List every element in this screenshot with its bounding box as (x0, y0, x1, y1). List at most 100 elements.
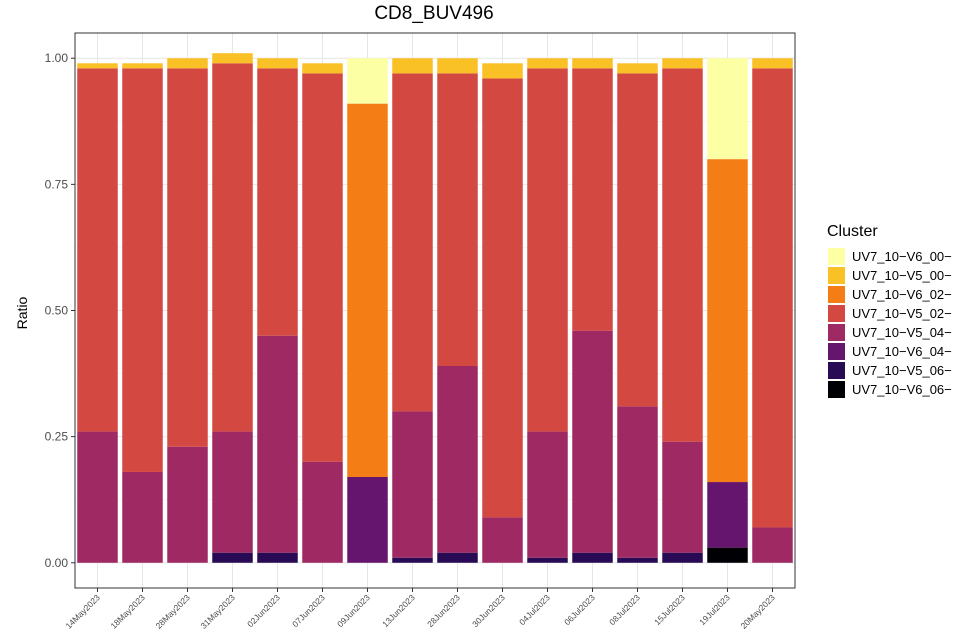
bar-segment (617, 406, 658, 558)
bar-segment (707, 482, 748, 548)
bar-segment (707, 547, 748, 563)
bar-segment (302, 461, 343, 563)
bar-segment (122, 68, 163, 472)
legend-key (828, 305, 845, 322)
legend-key (828, 248, 845, 265)
bar-segment (167, 58, 208, 69)
x-tick-label: 28Jun2023 (425, 592, 462, 629)
legend-label: UV7_10−V6_02− (852, 287, 952, 302)
bar-segment (662, 68, 703, 442)
y-tick-label: 1.00 (45, 51, 69, 65)
bar-segment (662, 441, 703, 553)
x-tick-label: 14May2023 (63, 592, 102, 631)
bar-segment (527, 68, 568, 432)
x-tick-label: 20May2023 (738, 592, 777, 631)
x-tick-label: 28May2023 (153, 592, 192, 631)
bar-segment (302, 63, 343, 74)
bar-segment (257, 58, 298, 69)
bar-segment (662, 58, 703, 69)
bar-segment (437, 58, 478, 74)
x-tick-label: 06Jul2023 (562, 592, 597, 627)
bar-segment (527, 431, 568, 558)
bar-segment (752, 58, 793, 69)
bar-segment (212, 552, 253, 563)
bar-segment (347, 103, 388, 478)
x-tick-label: 15Jul2023 (652, 592, 687, 627)
bar-segment (527, 557, 568, 563)
legend-key (828, 381, 845, 398)
chart-title: CD8_BUV496 (374, 3, 493, 24)
bar-segment (77, 68, 118, 432)
bar-segment (482, 517, 523, 563)
legend-label: UV7_10−V5_06− (852, 363, 952, 378)
bar-segment (392, 58, 433, 74)
bar-segment (257, 552, 298, 563)
bar-segment (617, 63, 658, 74)
bar-segment (707, 58, 748, 160)
bar-segment (572, 58, 613, 69)
legend-key (828, 343, 845, 360)
legend-label: UV7_10−V6_06− (852, 382, 952, 397)
bar-segment (122, 471, 163, 563)
legend-key (828, 362, 845, 379)
bar-segment (437, 552, 478, 563)
bar-segment (392, 557, 433, 563)
bar-segment (572, 68, 613, 331)
x-tick-label: 09Jun2023 (335, 592, 372, 629)
x-tick-label: 08Jul2023 (607, 592, 642, 627)
bar-segment (572, 330, 613, 553)
x-tick-label: 18May2023 (108, 592, 147, 631)
bar-segment (482, 78, 523, 518)
legend-key (828, 324, 845, 341)
x-tick-label: 31May2023 (198, 592, 237, 631)
legend-label: UV7_10−V6_04− (852, 344, 952, 359)
bar-segment (482, 63, 523, 79)
legend: UV7_10−V6_00− UV7_10−V5_00− UV7_10−V6_02− U… (828, 248, 952, 398)
y-axis-label: Ratio (14, 296, 30, 329)
bar-segment (527, 58, 568, 69)
legend-label: UV7_10−V5_04− (852, 325, 952, 340)
bar-segment (392, 411, 433, 558)
legend-label: UV7_10−V5_02− (852, 306, 952, 321)
bar-segment (122, 63, 163, 69)
legend-key (828, 267, 845, 284)
legend-key (828, 286, 845, 303)
bar-segment (212, 431, 253, 553)
bar-segment (752, 68, 793, 528)
bar-segment (617, 557, 658, 563)
bar-segment (572, 552, 613, 563)
bar-segment (662, 552, 703, 563)
x-tick-label: 02Jun2023 (245, 592, 282, 629)
y-tick-label: 0.50 (45, 304, 69, 318)
bar-segment (347, 58, 388, 104)
bar-segment (167, 446, 208, 563)
y-tick-label: 0.25 (45, 430, 69, 444)
bar-segment (167, 68, 208, 447)
x-tick-label: 19Jul2023 (697, 592, 732, 627)
bar-segment (347, 477, 388, 563)
bar-segment (212, 63, 253, 432)
x-tick-label: 04Jul2023 (517, 592, 552, 627)
legend-title: Cluster (827, 223, 878, 240)
x-tick-label: 30Jun2023 (470, 592, 507, 629)
bar-segment (257, 335, 298, 553)
x-tick-label: 07Jun2023 (290, 592, 327, 629)
legend-label: UV7_10−V5_00− (852, 268, 952, 283)
bar-segment (437, 366, 478, 553)
bar-segment (77, 431, 118, 563)
bar-segment (302, 73, 343, 462)
legend-label: UV7_10−V6_00− (852, 249, 952, 264)
bar-segment (77, 63, 118, 69)
bar-segment (392, 73, 433, 412)
bar-segment (257, 68, 298, 336)
y-tick-label: 0.00 (45, 556, 69, 570)
bar-segment (212, 53, 253, 64)
bar-segment (437, 73, 478, 366)
bar-segment (752, 527, 793, 563)
bar-segment (617, 73, 658, 407)
bar-segment (707, 159, 748, 483)
y-tick-label: 0.75 (45, 177, 69, 191)
